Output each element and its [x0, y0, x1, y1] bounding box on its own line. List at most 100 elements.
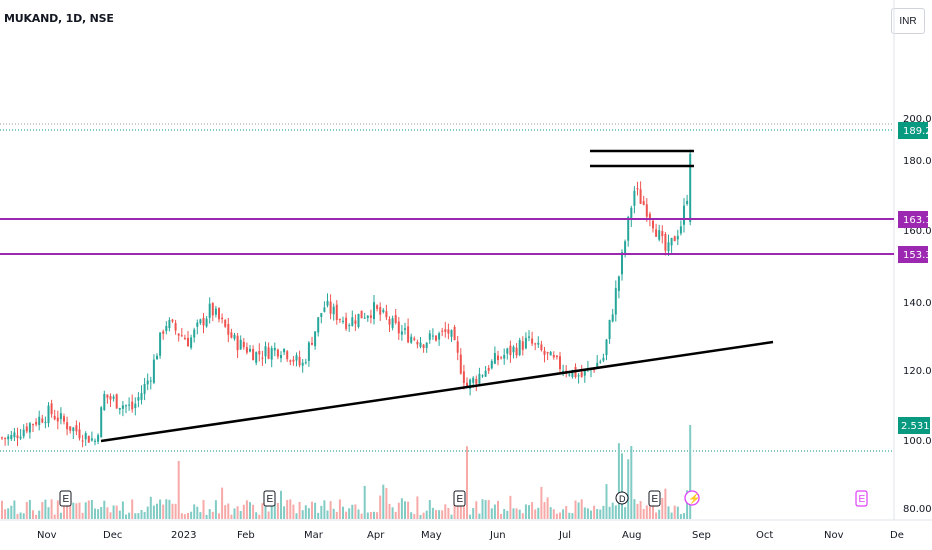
split-marker-circle[interactable]	[684, 490, 700, 506]
candle[interactable]	[354, 314, 357, 331]
candle[interactable]	[503, 348, 506, 365]
candle[interactable]	[249, 344, 251, 353]
candle[interactable]	[87, 435, 90, 443]
candle[interactable]	[112, 394, 115, 402]
candle[interactable]	[84, 431, 87, 446]
candle[interactable]	[450, 329, 453, 342]
candle[interactable]	[534, 342, 537, 351]
candle[interactable]	[555, 354, 558, 360]
earnings-marker-box[interactable]	[648, 490, 661, 507]
candle[interactable]	[81, 434, 84, 448]
candle[interactable]	[94, 438, 96, 446]
candle[interactable]	[245, 342, 248, 355]
candle[interactable]	[208, 297, 211, 324]
candle[interactable]	[56, 410, 59, 430]
candle[interactable]	[7, 434, 10, 446]
candle[interactable]	[373, 295, 375, 325]
candle[interactable]	[431, 328, 434, 340]
candle[interactable]	[121, 401, 124, 417]
candle[interactable]	[376, 304, 379, 312]
candle[interactable]	[183, 334, 186, 340]
candle[interactable]	[264, 341, 267, 364]
candle[interactable]	[605, 338, 608, 361]
candle[interactable]	[75, 420, 78, 436]
candle[interactable]	[444, 321, 447, 338]
candle[interactable]	[205, 316, 208, 328]
candle[interactable]	[159, 332, 162, 359]
candle[interactable]	[22, 424, 25, 439]
candle[interactable]	[78, 422, 81, 441]
candle[interactable]	[394, 309, 397, 325]
candle[interactable]	[137, 392, 140, 408]
candle[interactable]	[118, 407, 121, 415]
candle[interactable]	[156, 353, 158, 360]
candle[interactable]	[456, 335, 459, 361]
candle[interactable]	[487, 365, 490, 374]
candle[interactable]	[329, 294, 332, 320]
candle[interactable]	[317, 317, 320, 337]
candle[interactable]	[639, 181, 642, 205]
candle[interactable]	[366, 315, 369, 322]
candle[interactable]	[143, 377, 146, 401]
candle[interactable]	[295, 352, 298, 367]
candle[interactable]	[53, 409, 56, 421]
candle[interactable]	[521, 336, 524, 356]
candle[interactable]	[97, 433, 100, 445]
candle[interactable]	[304, 358, 307, 365]
candle[interactable]	[500, 356, 503, 360]
candle[interactable]	[134, 397, 137, 416]
candle[interactable]	[645, 198, 648, 222]
candle[interactable]	[128, 397, 131, 411]
candle[interactable]	[484, 366, 487, 377]
candle[interactable]	[661, 225, 664, 244]
candle[interactable]	[447, 323, 450, 340]
candle[interactable]	[689, 149, 692, 226]
candle[interactable]	[63, 413, 65, 425]
candle[interactable]	[193, 327, 196, 343]
candle[interactable]	[391, 315, 394, 331]
candle[interactable]	[490, 359, 493, 370]
candle[interactable]	[404, 322, 406, 335]
candle[interactable]	[676, 229, 679, 246]
candle[interactable]	[16, 427, 19, 446]
candle[interactable]	[326, 293, 329, 308]
candle[interactable]	[673, 235, 676, 242]
candle[interactable]	[10, 430, 13, 441]
candle[interactable]	[382, 308, 385, 314]
candle[interactable]	[214, 305, 217, 318]
earnings-marker[interactable]: E	[453, 490, 466, 507]
candle[interactable]	[66, 416, 69, 436]
candle[interactable]	[515, 343, 518, 359]
candle[interactable]	[125, 404, 127, 414]
candle[interactable]	[627, 215, 630, 247]
candle[interactable]	[537, 336, 540, 348]
candle[interactable]	[552, 351, 555, 360]
candle[interactable]	[35, 418, 38, 427]
candle[interactable]	[292, 355, 295, 366]
candle[interactable]	[19, 429, 22, 441]
candle[interactable]	[273, 342, 276, 357]
dividend-marker-circle[interactable]	[615, 491, 629, 505]
candle[interactable]	[397, 317, 400, 340]
candle[interactable]	[400, 324, 403, 341]
candle[interactable]	[224, 319, 227, 328]
candle[interactable]	[109, 393, 112, 408]
candle[interactable]	[103, 390, 106, 411]
candle[interactable]	[289, 359, 292, 366]
earnings-marker-box[interactable]	[263, 490, 276, 507]
candle[interactable]	[69, 426, 72, 434]
candle[interactable]	[636, 181, 639, 196]
candle[interactable]	[199, 318, 202, 325]
candle[interactable]	[314, 331, 317, 350]
candle[interactable]	[320, 312, 323, 324]
candle[interactable]	[599, 359, 602, 364]
candle[interactable]	[267, 342, 270, 360]
future-earnings-marker[interactable]: E	[855, 490, 868, 507]
earnings-marker[interactable]: E	[648, 490, 661, 507]
candle[interactable]	[543, 346, 546, 363]
candle[interactable]	[652, 219, 654, 233]
trend-line[interactable]	[100, 340, 774, 443]
candle[interactable]	[667, 234, 670, 256]
candle[interactable]	[239, 335, 242, 350]
candle[interactable]	[233, 332, 236, 341]
